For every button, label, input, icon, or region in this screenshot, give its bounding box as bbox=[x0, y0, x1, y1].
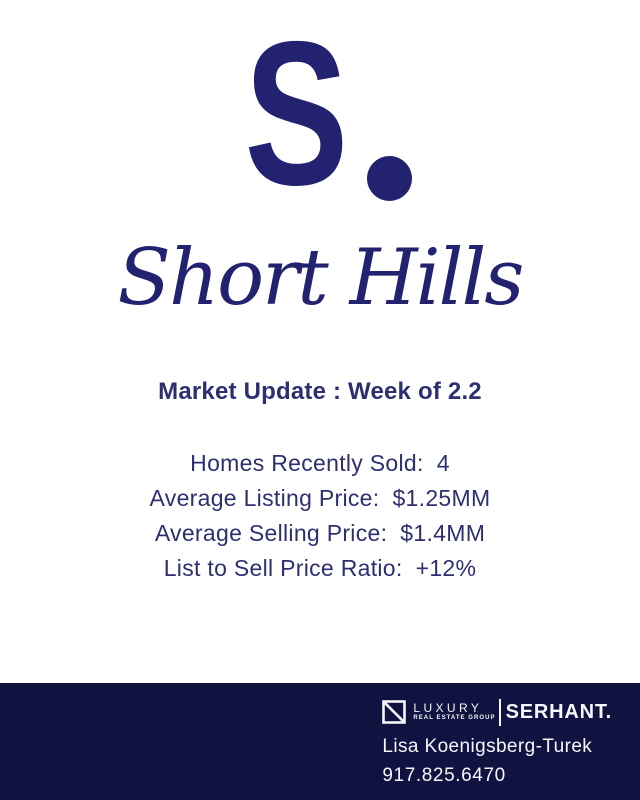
stats-list: Homes Recently Sold: 4 Average Listing P… bbox=[0, 450, 640, 590]
stat-value: $1.4MM bbox=[400, 520, 486, 546]
stat-label: Homes Recently Sold: bbox=[190, 450, 424, 476]
agent-name: Lisa Koenigsberg-Turek bbox=[382, 736, 593, 757]
location-title: Short Hills bbox=[117, 233, 525, 323]
logo-dot bbox=[366, 156, 412, 201]
headline: Market Update : Week of 2.2 bbox=[158, 378, 482, 405]
brand-lockup: LUXURY REAL ESTATE GROUP SERHANT. bbox=[382, 698, 612, 726]
stat-label: List to Sell Price Ratio: bbox=[163, 555, 403, 581]
stat-avg-selling-price: Average Selling Price: $1.4MM bbox=[0, 520, 640, 555]
luxury-wordmark: LUXURY REAL ESTATE GROUP bbox=[413, 702, 495, 722]
brand-divider bbox=[498, 698, 501, 726]
stat-homes-sold: Homes Recently Sold: 4 bbox=[0, 450, 640, 485]
luxury-n-icon bbox=[382, 700, 407, 724]
logo-letter-s: S bbox=[244, 0, 349, 228]
luxury-text: LUXURY bbox=[413, 701, 483, 715]
stat-value: 4 bbox=[436, 450, 450, 476]
footer-content: LUXURY REAL ESTATE GROUP SERHANT. Lisa K… bbox=[382, 698, 612, 787]
agent-phone: 917.825.6470 bbox=[382, 765, 506, 786]
stat-list-to-sell-ratio: List to Sell Price Ratio: +12% bbox=[0, 555, 640, 590]
stat-label: Average Selling Price: bbox=[154, 520, 388, 546]
stat-value: $1.25MM bbox=[392, 485, 491, 511]
stat-avg-listing-price: Average Listing Price: $1.25MM bbox=[0, 485, 640, 520]
stat-value: +12% bbox=[415, 555, 477, 581]
real-estate-group-text: REAL ESTATE GROUP bbox=[413, 715, 496, 721]
stat-label: Average Listing Price: bbox=[149, 485, 380, 511]
footer-bar: LUXURY REAL ESTATE GROUP SERHANT. Lisa K… bbox=[0, 683, 640, 800]
serhant-wordmark: SERHANT. bbox=[505, 700, 612, 723]
serhant-s-logo: S bbox=[0, 0, 640, 228]
